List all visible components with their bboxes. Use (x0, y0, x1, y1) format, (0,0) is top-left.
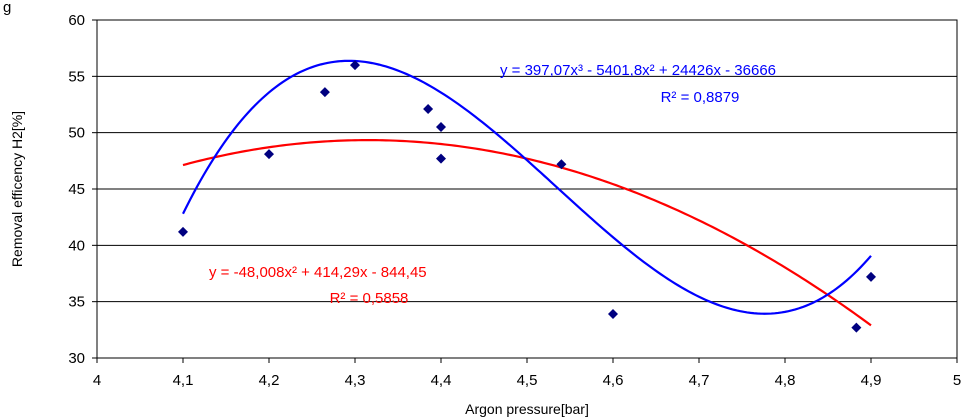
x-tick-label: 4,5 (517, 372, 538, 389)
data-point (866, 271, 876, 282)
cubic-trendline-equation: y = 397,07x³ - 5401,8x² + 24426x - 36666 (500, 62, 776, 79)
y-axis-title: Removal efficency H2[%] (9, 111, 25, 267)
data-point (319, 87, 330, 98)
data-point (851, 322, 862, 333)
x-tick-label: 4,1 (173, 372, 194, 389)
x-tick-label: 4,4 (431, 372, 452, 389)
data-points (178, 60, 876, 333)
data-point (608, 309, 618, 320)
x-tick-label: 4,2 (259, 372, 280, 389)
y-tick-label: 35 (68, 294, 85, 311)
data-point (436, 122, 446, 133)
y-tick-label: 45 (68, 181, 85, 198)
quadratic-trendline-equation: y = -48,008x² + 414,29x - 844,45 (209, 264, 427, 281)
x-tick-label: 4 (93, 372, 101, 389)
x-tick-label: 4,9 (861, 372, 882, 389)
data-point (178, 226, 188, 237)
y-tick-label: 60 (68, 12, 85, 29)
y-tick-label: 50 (68, 125, 85, 142)
x-tick-label: 5 (953, 372, 961, 389)
x-tick-label: 4,8 (775, 372, 796, 389)
y-tick-label: 30 (68, 350, 85, 367)
quadratic-trendline-r2: R² = 0,5858 (330, 290, 409, 307)
y-tick-label: 40 (68, 237, 85, 254)
data-point (436, 153, 446, 164)
data-point (350, 60, 360, 71)
trendlines (182, 59, 872, 327)
cubic-trendline-r2: R² = 0,8879 (661, 89, 740, 106)
y-tick-labels: 30 35 40 45 50 55 60 (68, 12, 85, 367)
top-cut-text: g (3, 0, 11, 16)
quadratic-trendline (182, 139, 872, 327)
cubic-trendline (182, 59, 872, 315)
x-tick-label: 4,7 (689, 372, 710, 389)
data-point (556, 159, 567, 170)
data-point (264, 149, 274, 160)
x-axis-title: Argon pressure[bar] (465, 401, 589, 417)
axis-ticks (92, 19, 958, 363)
y-tick-label: 55 (68, 68, 85, 85)
data-point (423, 104, 434, 115)
x-tick-labels: 4 4,1 4,2 4,3 4,4 4,5 4,6 4,7 4,8 4,9 5 (93, 372, 961, 389)
x-tick-label: 4,3 (345, 372, 366, 389)
x-tick-label: 4,6 (603, 372, 624, 389)
